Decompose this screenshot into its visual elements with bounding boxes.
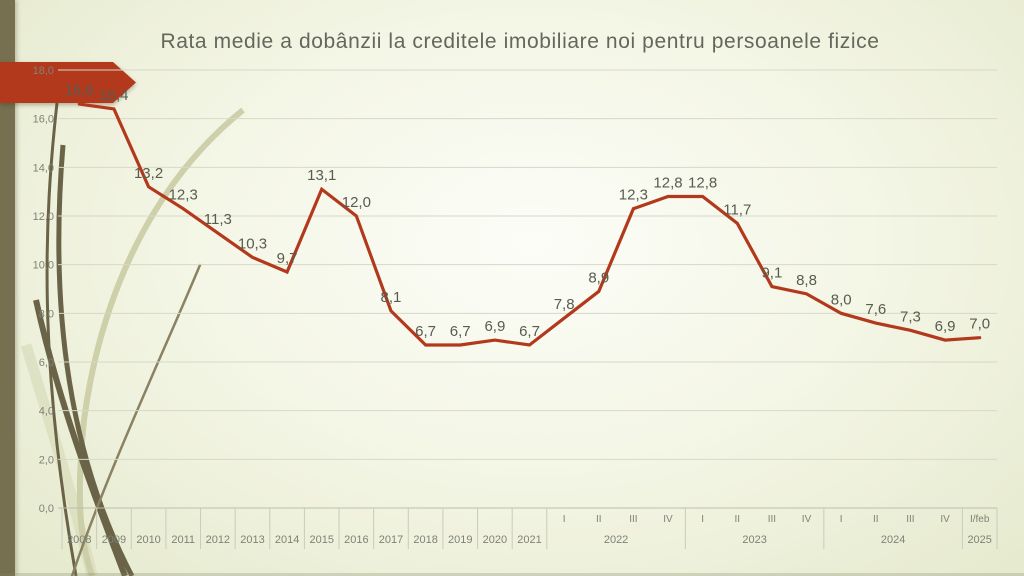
- swoosh-curve-dark-low: [33, 299, 128, 576]
- x-axis-quarter-label: II: [734, 514, 740, 525]
- x-axis-year-label: 2020: [483, 534, 507, 546]
- data-label: 7,3: [900, 308, 921, 325]
- data-label: 6,9: [935, 318, 956, 335]
- data-label: 7,8: [554, 296, 575, 313]
- data-label: 11,3: [204, 211, 232, 228]
- data-label: 7,0: [969, 316, 990, 333]
- data-label: 6,7: [415, 323, 436, 340]
- swoosh-curve-dark-steep: [45, 102, 78, 576]
- y-axis-label: 0,0: [39, 503, 54, 515]
- x-axis-year-label: 2009: [102, 534, 126, 546]
- data-label: 9,7: [277, 250, 298, 267]
- x-axis-year-label: 2025: [967, 534, 991, 546]
- x-axis-quarter-label: III: [906, 514, 914, 525]
- x-axis-year-label: 2016: [344, 534, 368, 546]
- data-label: 8,1: [381, 289, 402, 306]
- x-axis-quarter-label: III: [629, 514, 637, 525]
- y-axis-label: 10,0: [33, 260, 54, 272]
- data-label: 11,7: [723, 201, 751, 218]
- x-axis-quarter-label: I: [701, 514, 704, 525]
- x-axis-quarter-label: II: [873, 514, 879, 525]
- left-accent-bar: [0, 0, 15, 576]
- chart-title: Rata medie a dobânzii la creditele imobi…: [160, 30, 880, 53]
- bottom-edge-shadow: [0, 573, 1024, 576]
- data-label: 16,6: [65, 82, 94, 99]
- x-axis-quarter-label: I: [840, 514, 843, 525]
- data-label: 9,1: [761, 265, 782, 282]
- data-label: 7,6: [865, 301, 886, 318]
- y-axis-label: 2,0: [39, 454, 54, 466]
- x-axis-year-label: 2012: [206, 534, 230, 546]
- x-axis-year-label: 2023: [742, 534, 766, 546]
- data-label: 6,9: [484, 318, 505, 335]
- x-axis-quarter-label: I: [563, 514, 566, 525]
- arrow-decoration: [0, 62, 136, 103]
- series-line: [77, 102, 982, 347]
- x-axis-year-label: 2014: [275, 534, 299, 546]
- x-axis-year-label: 2013: [240, 534, 264, 546]
- x-axis-year-label: 2018: [413, 534, 437, 546]
- swoosh-curve-pale: [76, 107, 245, 576]
- swoosh-curve-branch: [70, 263, 202, 576]
- data-label: 8,8: [796, 272, 817, 289]
- x-axis-year-label: 2015: [309, 534, 333, 546]
- x-axis-quarter-label: IV: [940, 514, 950, 525]
- x-axis-year-label: 2022: [604, 534, 628, 546]
- x-axis-year-label: 2024: [881, 534, 905, 546]
- data-label: 16,4: [99, 87, 128, 104]
- y-axis-label: 18,0: [33, 65, 54, 77]
- data-label: 12,8: [653, 175, 682, 192]
- x-axis-quarter-label: II: [596, 514, 602, 525]
- y-axis-label: 8,0: [39, 308, 54, 320]
- x-axis-year-label: 2011: [171, 534, 195, 546]
- data-label: 12,3: [619, 187, 648, 204]
- x-axis-quarter-label: IV: [663, 514, 673, 525]
- data-label: 10,3: [238, 235, 267, 252]
- data-label: 13,1: [307, 167, 336, 184]
- x-axis-quarter-label: I/feb: [970, 514, 990, 525]
- data-label: 6,7: [450, 323, 471, 340]
- y-axis-label: 4,0: [39, 406, 54, 418]
- data-label: 8,0: [831, 291, 852, 308]
- x-axis-year-label: 2019: [448, 534, 472, 546]
- x-axis-year-label: 2021: [517, 534, 541, 546]
- data-label: 6,7: [519, 323, 540, 340]
- y-axis-label: 6,0: [39, 357, 54, 369]
- data-label: 8,9: [588, 269, 609, 286]
- data-label: 12,8: [688, 175, 717, 192]
- x-axis-year-label: 2017: [379, 534, 403, 546]
- data-label: 12,0: [342, 194, 371, 211]
- y-axis-label: 16,0: [33, 114, 54, 126]
- data-label: 12,3: [169, 187, 198, 204]
- x-axis-quarter-label: IV: [802, 514, 812, 525]
- x-axis-quarter-label: III: [768, 514, 776, 525]
- data-label: 13,2: [134, 165, 163, 182]
- x-axis-year-label: 2008: [67, 534, 91, 546]
- x-axis-year-label: 2010: [136, 534, 160, 546]
- y-axis-label: 14,0: [33, 162, 54, 174]
- y-axis-label: 12,0: [33, 211, 54, 223]
- arrow-shape: [0, 62, 136, 103]
